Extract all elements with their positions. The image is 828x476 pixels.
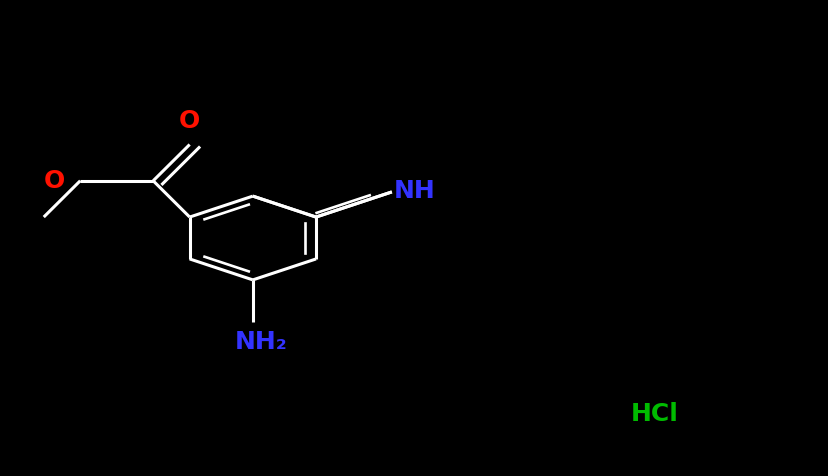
Text: HCl: HCl (630, 402, 678, 426)
Text: NH₂: NH₂ (234, 330, 287, 354)
Text: O: O (179, 109, 200, 133)
Text: NH: NH (393, 179, 436, 203)
Text: O: O (44, 169, 65, 193)
